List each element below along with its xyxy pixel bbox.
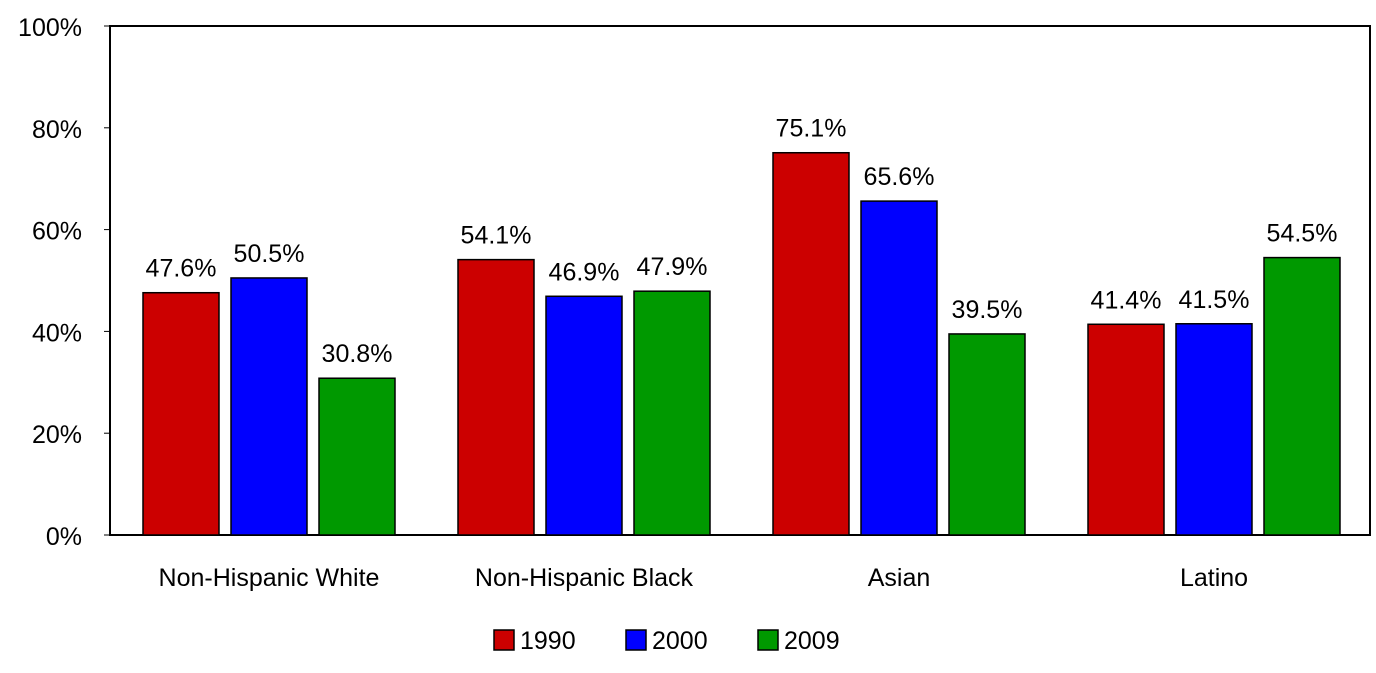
bar-2009 [1263, 256, 1341, 536]
bar-2009 [948, 333, 1026, 536]
x-category-label: Latino [1180, 564, 1248, 592]
bar-1990 [142, 291, 220, 536]
bar-1990 [457, 258, 535, 536]
y-tick-label: 0% [46, 523, 82, 551]
y-axis: 0% 20% 40% 60% 80% 100% [18, 14, 110, 551]
bar-2000 [860, 200, 938, 536]
legend-swatch-2000 [625, 629, 647, 651]
legend-label: 1990 [520, 627, 576, 655]
y-tick-label: 100% [18, 14, 82, 42]
data-label: 50.5% [234, 240, 305, 268]
x-category-label: Non-Hispanic Black [475, 564, 694, 592]
legend: 1990 2000 2009 [493, 627, 840, 655]
x-category-label: Non-Hispanic White [159, 564, 380, 592]
data-label: 54.5% [1267, 220, 1338, 248]
x-axis: Non-Hispanic White Non-Hispanic Black Asia… [159, 564, 1249, 592]
data-label: 75.1% [776, 115, 847, 143]
data-label: 65.6% [864, 163, 935, 191]
bar-1990 [1087, 323, 1165, 536]
data-label: 54.1% [461, 222, 532, 250]
data-label: 30.8% [322, 340, 393, 368]
bar-1990 [772, 151, 850, 536]
bar-2000 [545, 295, 623, 536]
bars-group [142, 151, 1341, 536]
x-category-label: Asian [868, 564, 931, 592]
data-label: 46.9% [549, 258, 620, 286]
y-tick-label: 40% [32, 319, 82, 347]
y-tick-label: 20% [32, 421, 82, 449]
legend-swatch-2009 [757, 629, 779, 651]
data-labels-group: 47.6% 50.5% 30.8% 54.1% 46.9% 47.9% 75.1% 65.6%… [146, 115, 1338, 368]
y-tick-label: 80% [32, 116, 82, 144]
bar-2009 [633, 290, 711, 536]
y-tick-label: 60% [32, 218, 82, 246]
data-label: 39.5% [952, 296, 1023, 324]
legend-label: 2009 [784, 627, 840, 655]
legend-label: 2000 [652, 627, 708, 655]
legend-swatch-1990 [493, 629, 515, 651]
data-label: 47.6% [146, 255, 217, 283]
bar-2000 [230, 277, 308, 536]
bar-2009 [318, 377, 396, 536]
bar-2000 [1175, 323, 1253, 536]
data-label: 41.5% [1179, 286, 1250, 314]
data-label: 47.9% [637, 253, 708, 281]
data-label: 41.4% [1091, 286, 1162, 314]
